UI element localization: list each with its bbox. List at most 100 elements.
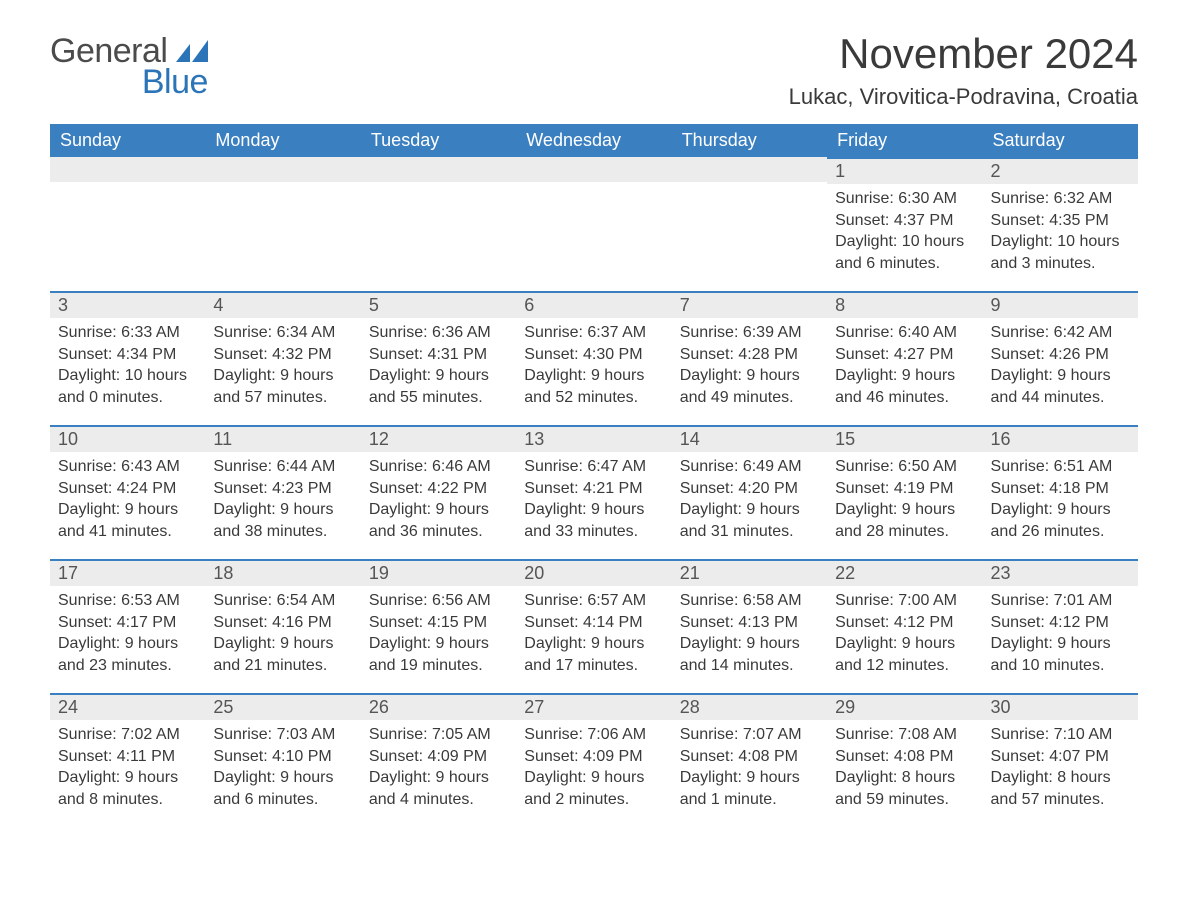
day-details: Sunrise: 6:43 AMSunset: 4:24 PMDaylight:…: [50, 452, 205, 542]
calendar-cell: 17Sunrise: 6:53 AMSunset: 4:17 PMDayligh…: [50, 559, 205, 693]
day-details: Sunrise: 6:30 AMSunset: 4:37 PMDaylight:…: [827, 184, 982, 274]
day-number: 5: [361, 291, 516, 318]
sunset-text: Sunset: 4:19 PM: [835, 478, 974, 500]
day-number: 1: [827, 157, 982, 184]
calendar-cell: 21Sunrise: 6:58 AMSunset: 4:13 PMDayligh…: [672, 559, 827, 693]
calendar-cell: 23Sunrise: 7:01 AMSunset: 4:12 PMDayligh…: [983, 559, 1138, 693]
sunset-text: Sunset: 4:34 PM: [58, 344, 197, 366]
calendar-cell: 14Sunrise: 6:49 AMSunset: 4:20 PMDayligh…: [672, 425, 827, 559]
sunrise-text: Sunrise: 7:00 AM: [835, 590, 974, 612]
day-details: Sunrise: 6:47 AMSunset: 4:21 PMDaylight:…: [516, 452, 671, 542]
sunrise-text: Sunrise: 6:37 AM: [524, 322, 663, 344]
sunrise-text: Sunrise: 6:47 AM: [524, 456, 663, 478]
daylight-text: Daylight: 9 hours and 49 minutes.: [680, 365, 819, 408]
sunset-text: Sunset: 4:09 PM: [524, 746, 663, 768]
sunset-text: Sunset: 4:15 PM: [369, 612, 508, 634]
daylight-text: Daylight: 10 hours and 0 minutes.: [58, 365, 197, 408]
day-details: Sunrise: 6:50 AMSunset: 4:19 PMDaylight:…: [827, 452, 982, 542]
calendar-cell: 22 Sunrise: 7:00 AMSunset: 4:12 PMDayligh…: [827, 559, 982, 693]
calendar-cell: 29Sunrise: 7:08 AMSunset: 4:08 PMDayligh…: [827, 693, 982, 827]
daylight-text: Daylight: 8 hours and 57 minutes.: [991, 767, 1130, 810]
day-details: Sunrise: 6:58 AMSunset: 4:13 PMDaylight:…: [672, 586, 827, 676]
daylight-text: Daylight: 9 hours and 26 minutes.: [991, 499, 1130, 542]
calendar-cell: [50, 157, 205, 291]
day-number: 12: [361, 425, 516, 452]
sunset-text: Sunset: 4:20 PM: [680, 478, 819, 500]
empty-day: [205, 157, 360, 182]
sunset-text: Sunset: 4:17 PM: [58, 612, 197, 634]
empty-day: [50, 157, 205, 182]
day-number: 15: [827, 425, 982, 452]
calendar-week-row: 10Sunrise: 6:43 AMSunset: 4:24 PMDayligh…: [50, 425, 1138, 559]
calendar-cell: 28Sunrise: 7:07 AMSunset: 4:08 PMDayligh…: [672, 693, 827, 827]
day-details: Sunrise: 7:06 AMSunset: 4:09 PMDaylight:…: [516, 720, 671, 810]
sunrise-text: Sunrise: 6:51 AM: [991, 456, 1130, 478]
day-number: 11: [205, 425, 360, 452]
day-details: Sunrise: 7:10 AMSunset: 4:07 PMDaylight:…: [983, 720, 1138, 810]
day-number: 7: [672, 291, 827, 318]
day-details: Sunrise: 6:40 AMSunset: 4:27 PMDaylight:…: [827, 318, 982, 408]
day-number: 4: [205, 291, 360, 318]
daylight-text: Daylight: 9 hours and 6 minutes.: [213, 767, 352, 810]
calendar-cell: 5Sunrise: 6:36 AMSunset: 4:31 PMDaylight…: [361, 291, 516, 425]
calendar-week-row: 3Sunrise: 6:33 AMSunset: 4:34 PMDaylight…: [50, 291, 1138, 425]
calendar-cell: 20Sunrise: 6:57 AMSunset: 4:14 PMDayligh…: [516, 559, 671, 693]
title-block: November 2024 Lukac, Virovitica-Podravin…: [789, 30, 1138, 110]
day-details: Sunrise: 6:34 AMSunset: 4:32 PMDaylight:…: [205, 318, 360, 408]
day-number: 14: [672, 425, 827, 452]
month-title: November 2024: [789, 30, 1138, 78]
day-number: 10: [50, 425, 205, 452]
day-details: Sunrise: 6:57 AMSunset: 4:14 PMDaylight:…: [516, 586, 671, 676]
daylight-text: Daylight: 9 hours and 33 minutes.: [524, 499, 663, 542]
day-number: 26: [361, 693, 516, 720]
sunset-text: Sunset: 4:12 PM: [835, 612, 974, 634]
weekday-header: Saturday: [983, 124, 1138, 157]
calendar-cell: [516, 157, 671, 291]
calendar-cell: [361, 157, 516, 291]
sunrise-text: Sunrise: 6:57 AM: [524, 590, 663, 612]
daylight-text: Daylight: 9 hours and 23 minutes.: [58, 633, 197, 676]
sunrise-text: Sunrise: 6:44 AM: [213, 456, 352, 478]
sunrise-text: Sunrise: 6:42 AM: [991, 322, 1130, 344]
daylight-text: Daylight: 9 hours and 55 minutes.: [369, 365, 508, 408]
calendar-cell: [205, 157, 360, 291]
sunset-text: Sunset: 4:35 PM: [991, 210, 1130, 232]
calendar-cell: 27Sunrise: 7:06 AMSunset: 4:09 PMDayligh…: [516, 693, 671, 827]
page-header: General Blue November 2024 Lukac, Virovi…: [50, 30, 1138, 110]
day-details: Sunrise: 6:32 AMSunset: 4:35 PMDaylight:…: [983, 184, 1138, 274]
calendar-cell: 7Sunrise: 6:39 AMSunset: 4:28 PMDaylight…: [672, 291, 827, 425]
daylight-text: Daylight: 9 hours and 38 minutes.: [213, 499, 352, 542]
empty-day: [516, 157, 671, 182]
calendar-cell: 15Sunrise: 6:50 AMSunset: 4:19 PMDayligh…: [827, 425, 982, 559]
daylight-text: Daylight: 9 hours and 57 minutes.: [213, 365, 352, 408]
day-number: 22: [827, 559, 982, 586]
calendar-week-row: 17Sunrise: 6:53 AMSunset: 4:17 PMDayligh…: [50, 559, 1138, 693]
calendar-cell: 1Sunrise: 6:30 AMSunset: 4:37 PMDaylight…: [827, 157, 982, 291]
daylight-text: Daylight: 9 hours and 8 minutes.: [58, 767, 197, 810]
calendar-cell: 19Sunrise: 6:56 AMSunset: 4:15 PMDayligh…: [361, 559, 516, 693]
daylight-text: Daylight: 9 hours and 1 minute.: [680, 767, 819, 810]
sunrise-text: Sunrise: 6:39 AM: [680, 322, 819, 344]
sunset-text: Sunset: 4:37 PM: [835, 210, 974, 232]
daylight-text: Daylight: 9 hours and 46 minutes.: [835, 365, 974, 408]
day-details: Sunrise: 6:36 AMSunset: 4:31 PMDaylight:…: [361, 318, 516, 408]
day-number: 28: [672, 693, 827, 720]
daylight-text: Daylight: 9 hours and 4 minutes.: [369, 767, 508, 810]
day-details: Sunrise: 6:42 AMSunset: 4:26 PMDaylight:…: [983, 318, 1138, 408]
daylight-text: Daylight: 9 hours and 12 minutes.: [835, 633, 974, 676]
sunset-text: Sunset: 4:23 PM: [213, 478, 352, 500]
day-number: 3: [50, 291, 205, 318]
sunrise-text: Sunrise: 6:56 AM: [369, 590, 508, 612]
day-number: 20: [516, 559, 671, 586]
day-details: Sunrise: 6:51 AMSunset: 4:18 PMDaylight:…: [983, 452, 1138, 542]
sunset-text: Sunset: 4:31 PM: [369, 344, 508, 366]
sunset-text: Sunset: 4:22 PM: [369, 478, 508, 500]
daylight-text: Daylight: 9 hours and 52 minutes.: [524, 365, 663, 408]
day-number: 6: [516, 291, 671, 318]
day-number: 18: [205, 559, 360, 586]
day-details: Sunrise: 7:05 AMSunset: 4:09 PMDaylight:…: [361, 720, 516, 810]
sunrise-text: Sunrise: 7:05 AM: [369, 724, 508, 746]
weekday-header: Friday: [827, 124, 982, 157]
calendar-cell: [672, 157, 827, 291]
sunrise-text: Sunrise: 6:33 AM: [58, 322, 197, 344]
